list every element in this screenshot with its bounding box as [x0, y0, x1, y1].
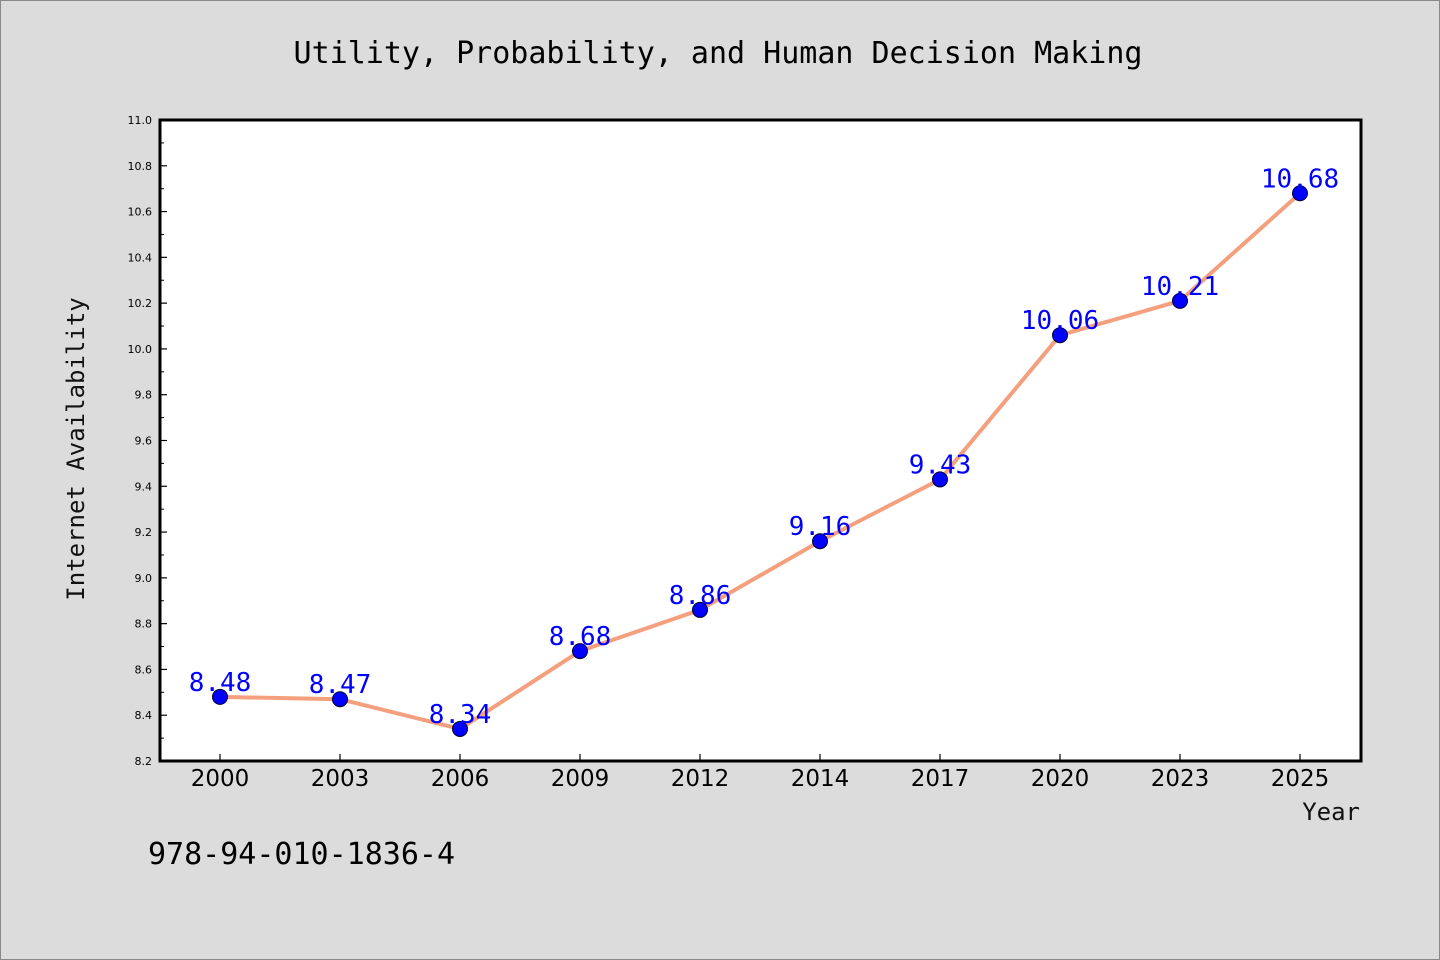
data-point — [212, 688, 228, 705]
y-tick-label: 10.0 — [128, 343, 153, 356]
data-point — [332, 691, 348, 708]
y-tick-label: 9.8 — [135, 389, 153, 402]
data-label: 9.43 — [909, 450, 972, 480]
y-tick-label: 9.4 — [135, 480, 153, 493]
x-axis-label: Year — [1302, 798, 1360, 826]
x-tick-label: 2012 — [671, 766, 730, 792]
y-tick-label: 11.0 — [128, 114, 153, 127]
y-tick-label: 9.2 — [135, 526, 153, 539]
data-label: 10.06 — [1021, 306, 1099, 336]
series-line — [218, 191, 1302, 731]
y-tick-label: 8.6 — [135, 663, 153, 676]
y-tick-label: 8.2 — [135, 755, 153, 768]
y-tick-label: 10.4 — [128, 251, 153, 264]
x-tick-label: 2017 — [911, 766, 970, 792]
data-point — [572, 643, 588, 660]
x-tick-label: 2006 — [431, 766, 490, 792]
y-tick-label: 8.8 — [135, 618, 153, 631]
data-label: 8.68 — [549, 622, 612, 652]
data-point — [1172, 292, 1188, 309]
y-tick-label: 10.2 — [128, 297, 153, 310]
y-tick-label: 8.4 — [135, 709, 153, 722]
x-tick-label: 2025 — [1271, 766, 1330, 792]
data-point — [1052, 327, 1068, 344]
y-tick-label: 9.0 — [135, 572, 153, 585]
x-tick-label: 2000 — [191, 766, 250, 792]
x-tick-label: 2014 — [791, 766, 850, 792]
y-tick-label: 9.6 — [135, 435, 153, 448]
data-point — [1292, 185, 1308, 202]
data-label: 8.34 — [429, 700, 492, 730]
y-tick-label: 10.8 — [128, 160, 153, 173]
y-axis-label: Internet Availability — [62, 297, 90, 600]
data-point — [692, 601, 708, 618]
data-label: 8.48 — [189, 668, 252, 698]
x-tick-label: 2020 — [1031, 766, 1090, 792]
x-tick-label: 2023 — [1151, 766, 1210, 792]
y-axis: 8.2 8.4 8.6 8.8 9.0 9.2 9.4 9.6 9.8 10.0 10.2 10.4 1… — [128, 114, 167, 768]
data-point — [932, 471, 948, 488]
x-axis: 2000 2003 2006 2009 2012 2014 2017 2020 2023 2025 — [191, 754, 1330, 792]
series-1: 8.48 8.47 8.34 8.68 8.86 9.16 9.43 10.06 10.21 10… — [189, 164, 1339, 737]
data-point — [812, 533, 828, 550]
y-tick-label: 10.6 — [128, 206, 153, 219]
chart-title: Utility, Probability, and Human Decision… — [294, 36, 1143, 71]
data-label: 8.47 — [309, 670, 372, 700]
data-label: 8.86 — [669, 581, 732, 611]
data-label: 9.16 — [789, 512, 852, 542]
footer-code: 978-94-010-1836-4 — [148, 837, 455, 872]
x-tick-label: 2009 — [551, 766, 610, 792]
data-label: 10.68 — [1261, 164, 1339, 194]
data-label: 10.21 — [1141, 272, 1219, 302]
x-tick-label: 2003 — [311, 766, 370, 792]
plot-area — [158, 118, 1363, 763]
data-point — [452, 720, 468, 737]
